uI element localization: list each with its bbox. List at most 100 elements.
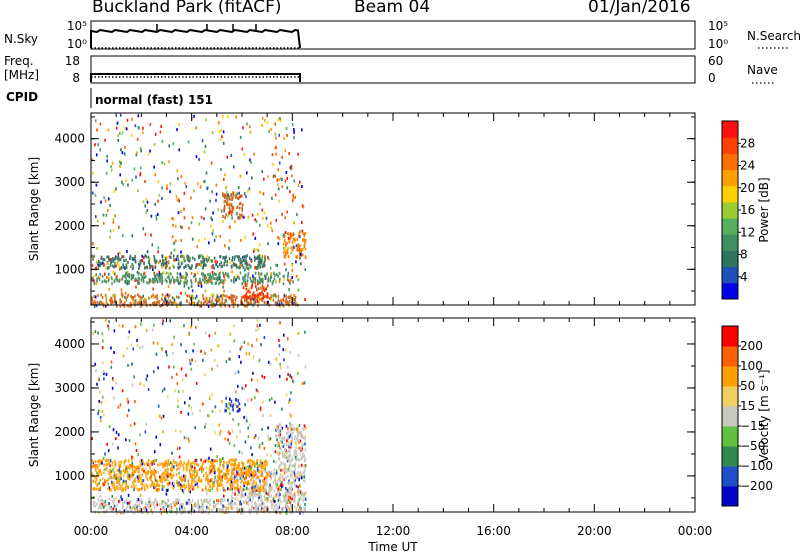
velocity-cell (193, 503, 196, 507)
power-cell (288, 279, 290, 283)
velocity-cell (148, 462, 150, 466)
velocity-cell (280, 500, 282, 504)
velocity-cell (99, 469, 102, 473)
velocity-cell (106, 443, 108, 446)
power-cell (226, 294, 228, 298)
power-cell (209, 272, 212, 276)
power-cell (169, 266, 171, 270)
velocity-cell (125, 499, 128, 503)
velocity-cell (102, 361, 104, 365)
power-cell (169, 299, 171, 303)
power-cell (285, 126, 288, 130)
power-cell (124, 295, 126, 299)
velocity-cell (96, 382, 98, 386)
power-cell (267, 242, 269, 246)
velocity-cell (227, 487, 229, 491)
power-cell (274, 132, 277, 136)
velocity-cell (139, 461, 142, 465)
velocity-cell (209, 503, 211, 506)
power-cell (268, 296, 271, 300)
power-cell (290, 278, 292, 282)
velocity-cell (128, 330, 131, 334)
velocity-cell (149, 484, 152, 488)
velocity-cell (167, 499, 170, 503)
velocity-cell (299, 431, 302, 434)
velocity-cell (290, 492, 292, 496)
power-cell (173, 279, 176, 282)
velocity-cell (209, 489, 212, 492)
power-cell (254, 218, 256, 222)
power-cell (262, 216, 264, 220)
velocity-cell (284, 448, 286, 452)
power-cell (279, 116, 281, 120)
power-cell (105, 296, 108, 300)
power-cell (267, 255, 269, 259)
power-cell (178, 260, 181, 264)
power-cell (91, 302, 93, 306)
velocity-cell (299, 484, 301, 488)
velocity-cell (269, 413, 272, 417)
velocity-cell (202, 468, 205, 472)
power-cell (184, 265, 187, 268)
power-cell (229, 296, 231, 300)
velocity-cell (125, 467, 127, 471)
velocity-cell (304, 448, 307, 452)
velocity-cell (99, 486, 101, 490)
velocity-cell (211, 393, 214, 397)
power-cell (228, 211, 231, 214)
power-cell (161, 197, 163, 200)
power-cell (208, 256, 211, 260)
power-cell (257, 257, 259, 261)
power-cell (123, 304, 126, 308)
power-cell (302, 239, 304, 242)
power-cell (190, 285, 193, 288)
velocity-cell (131, 464, 134, 468)
power-cell (212, 264, 214, 268)
velocity-cell (119, 509, 121, 513)
velocity-cell (293, 454, 296, 458)
velocity-cell (133, 507, 136, 511)
velocity-cell (135, 508, 138, 512)
velocity-cell (161, 484, 164, 488)
velocity-cell (161, 322, 164, 326)
velocity-cell (260, 497, 262, 501)
power-cell (123, 259, 125, 263)
power-cell (297, 184, 300, 187)
power-cell (135, 299, 137, 303)
velocity-cell (113, 475, 115, 479)
velocity-cell (236, 409, 239, 413)
velocity-cell (205, 500, 208, 503)
velocity-cell (239, 487, 241, 491)
velocity-cell (205, 466, 208, 470)
velocity-cell (113, 471, 116, 475)
velocity-cell (194, 475, 197, 479)
power-cell (246, 254, 248, 258)
velocity-cell (263, 446, 266, 450)
velocity-cell (243, 482, 246, 486)
power-cell (298, 244, 300, 248)
velocity-cell (213, 500, 215, 504)
power-cell (117, 134, 119, 138)
power-cell (299, 235, 301, 239)
velocity-cell (207, 511, 210, 515)
power-cell (142, 277, 145, 281)
power-cell (99, 261, 101, 265)
velocity-cell (117, 405, 120, 409)
velocity-cell (245, 384, 247, 388)
velocity-cell (286, 501, 289, 504)
velocity-cell (194, 359, 197, 363)
power-cell (133, 257, 136, 261)
velocity-cell (293, 477, 295, 481)
velocity-cell (259, 408, 262, 412)
power-cell (97, 293, 99, 297)
velocity-cell (265, 481, 267, 485)
power-cell (288, 296, 290, 299)
power-cell (250, 161, 252, 164)
velocity-cell (129, 466, 131, 470)
power-cell (176, 128, 178, 132)
velocity-cell (295, 446, 297, 450)
velocity-cell (155, 483, 158, 487)
velocity-cell (176, 460, 178, 464)
velocity-cell (255, 477, 257, 481)
power-cell (176, 169, 179, 173)
